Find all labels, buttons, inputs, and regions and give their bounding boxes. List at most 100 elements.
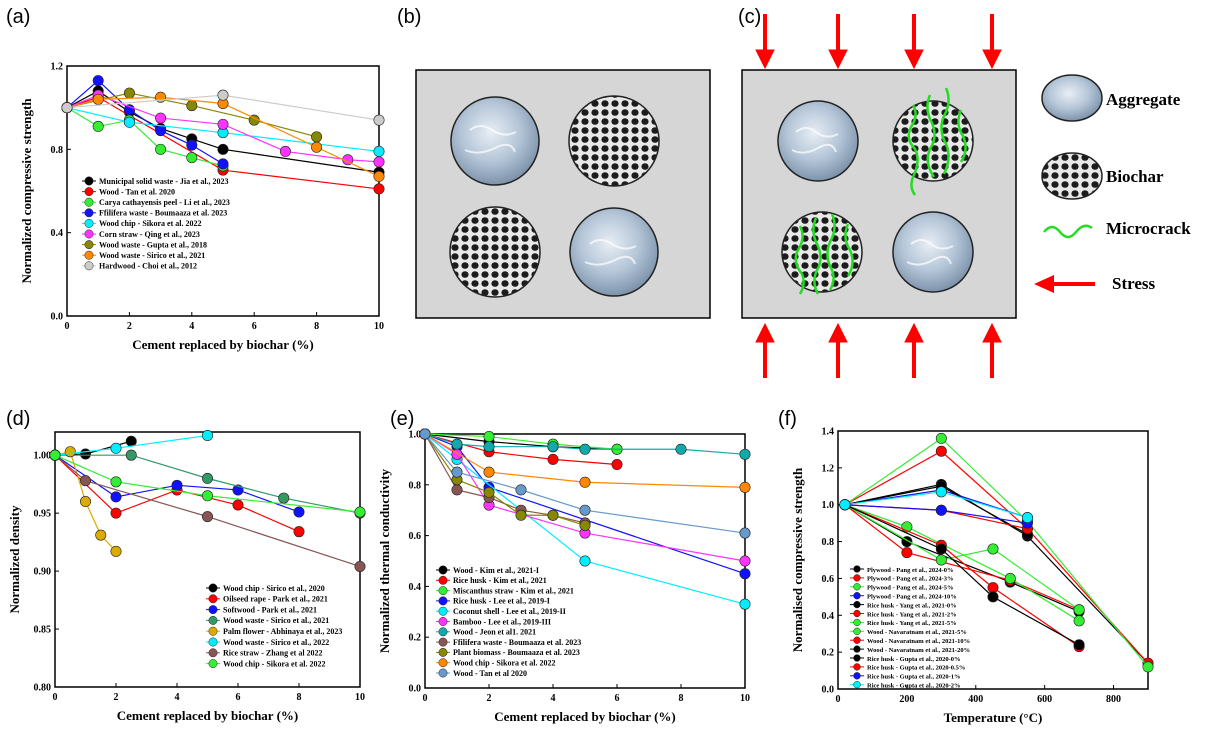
chart-e: 0 2 4 6 8 10 0.0 0.2 0.4 0.6 0.8 1.0 Cement replaced… bbox=[377, 428, 751, 724]
legend-swatch bbox=[438, 668, 448, 678]
x-tick-label: 4 bbox=[175, 692, 180, 703]
y-axis-title: Normalized density bbox=[7, 505, 22, 613]
legend-entry: Oilseed rape - Park et al., 2021 bbox=[223, 595, 328, 604]
series-line bbox=[66, 107, 380, 153]
legend-swatch bbox=[438, 637, 448, 647]
legend-swatch bbox=[84, 218, 94, 228]
y-tick-label: 1.0 bbox=[822, 500, 835, 511]
legend-swatch bbox=[853, 672, 861, 680]
legend-entry: Wood - Navaratnam et al., 2021-20% bbox=[867, 647, 970, 654]
x-tick-label: 6 bbox=[252, 321, 257, 332]
series-7 bbox=[419, 428, 751, 460]
data-point bbox=[739, 568, 751, 580]
legend-entry: Ffilifera waste - Boumaaza et al. 2023 bbox=[453, 638, 581, 647]
data-point bbox=[451, 484, 463, 496]
x-tick-label: 4 bbox=[189, 321, 194, 332]
legend-entry: Rice husk - Gupta et al., 2020-1% bbox=[867, 674, 961, 681]
legend-entry: Bamboo - Lee et al., 2019-III bbox=[453, 617, 551, 626]
series-11 bbox=[419, 428, 751, 539]
legend-swatch bbox=[853, 645, 861, 653]
x-axis-title: Cement replaced by biochar (%) bbox=[117, 708, 299, 723]
legend-swatch bbox=[208, 605, 218, 615]
y-axis-title: Normalised compressive strength bbox=[790, 467, 805, 652]
diagram-b bbox=[415, 69, 711, 319]
data-point bbox=[95, 529, 107, 541]
data-point bbox=[202, 511, 214, 523]
x-axis-title: Cement replaced by biochar (%) bbox=[132, 337, 314, 352]
data-point bbox=[739, 481, 751, 493]
series-line bbox=[424, 433, 746, 575]
data-point bbox=[123, 87, 135, 99]
data-point bbox=[1021, 512, 1033, 524]
series-line bbox=[54, 454, 361, 513]
data-point bbox=[935, 445, 947, 457]
y-tick-label: 0.8 bbox=[51, 145, 64, 156]
data-point bbox=[483, 486, 495, 498]
legend-swatch bbox=[84, 187, 94, 197]
data-point bbox=[110, 545, 122, 557]
data-point bbox=[217, 158, 229, 170]
legend-swatch bbox=[84, 176, 94, 186]
y-axis-title: Normalized compressive strength bbox=[19, 98, 34, 284]
legend-entry: Miscanthus straw - Kim et al., 2021 bbox=[453, 586, 574, 595]
legend-aggregate-label: Aggregate bbox=[1106, 90, 1181, 109]
legend-entry: Wood chip - Sikora et al. 2022 bbox=[99, 219, 201, 228]
series-line bbox=[844, 504, 1080, 611]
data-point bbox=[92, 120, 104, 132]
data-point bbox=[579, 519, 591, 531]
legend-swatch bbox=[84, 250, 94, 260]
legend-entry: Wood waste - Sirico et al., 2021 bbox=[223, 616, 329, 625]
legend-entry: Carya cathayensis peel - Li et al., 2023 bbox=[99, 198, 230, 207]
data-point bbox=[186, 139, 198, 151]
x-tick-label: 200 bbox=[899, 694, 914, 705]
x-tick-label: 4 bbox=[551, 693, 556, 704]
data-point bbox=[419, 428, 431, 440]
data-point bbox=[1073, 604, 1085, 616]
data-point bbox=[311, 131, 323, 143]
legend-swatch bbox=[853, 565, 861, 573]
legend-swatch bbox=[84, 240, 94, 250]
series-14 bbox=[839, 486, 1033, 524]
legend-stress-label: Stress bbox=[1112, 274, 1156, 293]
data-point bbox=[110, 491, 122, 503]
data-point bbox=[483, 441, 495, 453]
legend-entry: Rice husk - Gupta et al., 2020-0% bbox=[867, 656, 961, 663]
legend-entry: Plywood - Pang et al., 2024-5% bbox=[867, 585, 953, 592]
data-point bbox=[202, 490, 214, 502]
legend-biochar-icon bbox=[1041, 152, 1103, 200]
series-line bbox=[424, 433, 746, 488]
x-axis-title: Temperature (°C) bbox=[944, 710, 1043, 725]
chart-f: 0 200 400 600 800 0.0 0.2 0.4 0.6 0.8 1.0 1.2 1.4 Tem… bbox=[790, 427, 1154, 725]
legend-swatch bbox=[208, 637, 218, 647]
x-tick-label: 10 bbox=[740, 693, 750, 704]
series-line bbox=[844, 504, 1080, 622]
legend-swatch bbox=[853, 663, 861, 671]
legend-entry: Softwood - Park et al., 2021 bbox=[223, 605, 317, 614]
series-line bbox=[54, 454, 361, 568]
data-point bbox=[987, 543, 999, 555]
data-point bbox=[483, 431, 495, 443]
aggregate-particle bbox=[450, 96, 540, 186]
x-tick-label: 400 bbox=[968, 694, 983, 705]
data-point bbox=[739, 555, 751, 567]
diagram-c: Aggregate Biochar Microcrack Stress bbox=[741, 14, 1191, 378]
legend-swatch bbox=[853, 681, 861, 689]
panel-label-d: (d) bbox=[6, 408, 31, 430]
y-tick-label: 1.2 bbox=[51, 62, 64, 73]
legend-swatch bbox=[853, 592, 861, 600]
data-point bbox=[987, 582, 999, 594]
data-point bbox=[125, 435, 137, 447]
x-tick-label: 10 bbox=[355, 692, 365, 703]
data-point bbox=[515, 484, 527, 496]
x-tick-label: 8 bbox=[679, 693, 684, 704]
data-point bbox=[186, 152, 198, 164]
y-tick-label: 1.0 bbox=[409, 430, 422, 441]
data-point bbox=[49, 449, 61, 461]
data-point bbox=[80, 448, 92, 460]
legend-swatch bbox=[853, 609, 861, 618]
data-point bbox=[1073, 639, 1085, 651]
data-point bbox=[579, 476, 591, 488]
data-point bbox=[451, 466, 463, 478]
